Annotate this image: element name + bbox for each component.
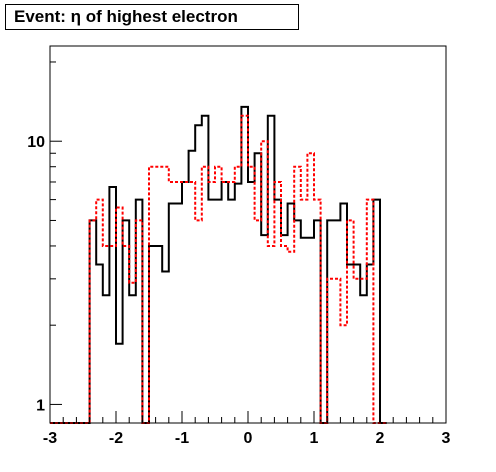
x-tick-label: 2 (376, 430, 385, 447)
x-tick-label: 0 (244, 430, 253, 447)
x-tick-label: -2 (109, 430, 123, 447)
series-layer (50, 105, 387, 424)
x-tick-label: 1 (310, 430, 319, 447)
chart-title: Event: η of highest electron (5, 4, 299, 30)
histogram-series-dashed (50, 114, 387, 424)
y-tick-label: 10 (27, 134, 45, 151)
x-tick-label: 3 (442, 430, 451, 447)
histogram-series-solid (50, 105, 387, 424)
y-tick-label: 1 (36, 397, 45, 414)
x-tick-label: -3 (43, 430, 57, 447)
x-tick-label: -1 (175, 430, 189, 447)
axes-layer: -3 -2 -1 0 1 2 3 1 10 (27, 45, 451, 447)
